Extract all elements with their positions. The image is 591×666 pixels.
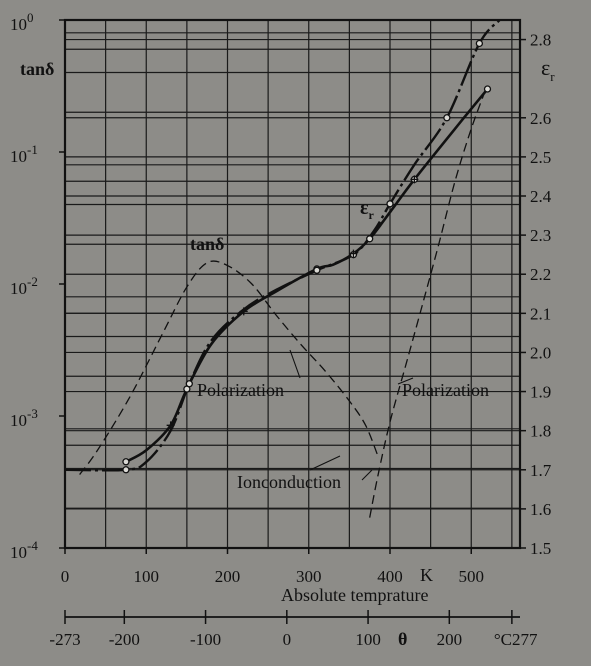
point-plus — [166, 421, 175, 430]
right-tick-label: 2.8 — [530, 31, 551, 50]
celsius-tick-label: -273 — [49, 630, 80, 649]
celsius-tick-label: 0 — [283, 630, 292, 649]
right-tick-label: 2.6 — [530, 109, 551, 128]
annotation-epsilon-main: ε — [360, 197, 369, 219]
right-tick-label: 1.7 — [530, 461, 552, 480]
leader-polarization-right — [397, 377, 414, 385]
left-axis-label: tanδ — [20, 59, 54, 79]
right-tick-label: 2.0 — [530, 343, 551, 362]
celsius-tick-label: -200 — [109, 630, 140, 649]
right-tick-label: 1.9 — [530, 383, 551, 402]
celsius-tick-label: °C277 — [494, 630, 538, 649]
point-epsilon — [386, 200, 394, 208]
point-epsilon — [443, 114, 451, 122]
left-tick-label: 10-4 — [10, 538, 38, 562]
leader-ionconduction-a — [309, 455, 341, 471]
point-epsilon — [313, 266, 321, 274]
right-axis-label-sub: r — [550, 69, 555, 84]
series-line-1 — [64, 19, 501, 472]
leader-polarization-left — [289, 349, 301, 379]
x-axis-label: Absolute temprature — [281, 585, 428, 605]
bottom-tick-label: 400 — [377, 567, 403, 586]
celsius-tick-label: 100 — [355, 630, 381, 649]
right-tick-label: 1.5 — [530, 539, 551, 558]
right-tick-label: 2.5 — [530, 148, 551, 167]
right-axis-ticks: 1.5 1.6 1.7 1.8 1.9 2.0 2.1 2.2 2.3 2.4 2.5 2.6 2.8 — [520, 31, 552, 558]
annotation-epsilon-sub: r — [369, 208, 375, 222]
right-tick-label: 2.4 — [530, 187, 552, 206]
left-axis-ticks: 10-4 10-3 10-2 10-1 100 — [10, 10, 65, 562]
right-tick-label: 2.2 — [530, 265, 551, 284]
point-plus — [410, 175, 419, 184]
point-tan-delta — [122, 458, 130, 466]
right-tick-label: 1.8 — [530, 422, 551, 441]
celsius-unit-label: θ — [398, 629, 407, 649]
series-group — [64, 19, 501, 518]
point-epsilon — [122, 466, 130, 474]
annotation-polarization-left: Polarization — [197, 380, 284, 400]
bottom-tick-label: 300 — [296, 567, 322, 586]
bottom-tick-label: 500 — [459, 567, 485, 586]
bottom-axis-ticks: 0 100 200 300 400 500 — [61, 548, 484, 586]
celsius-tick-label: 200 — [437, 630, 463, 649]
kelvin-unit-label: K — [420, 565, 433, 585]
point-epsilon — [475, 39, 484, 48]
celsius-axis: -273 -200 -100 0 100 200 °C277 θ — [49, 610, 538, 649]
right-axis-label: εr — [541, 55, 555, 84]
bottom-tick-label: 0 — [61, 567, 70, 586]
left-tick-label: 10-3 — [10, 406, 38, 430]
right-tick-label: 2.3 — [530, 226, 551, 245]
series-line-3 — [369, 88, 487, 518]
bottom-tick-label: 100 — [134, 567, 160, 586]
point-epsilon — [185, 380, 193, 388]
point-tan-delta — [366, 235, 374, 243]
right-axis-label-main: ε — [541, 55, 550, 80]
annotation-tan-delta: tanδ — [190, 234, 224, 254]
point-tan-delta — [483, 85, 492, 93]
point-plus — [349, 249, 358, 258]
markers-group — [122, 39, 492, 474]
left-tick-label: 100 — [10, 10, 34, 34]
left-tick-label: 10-2 — [10, 274, 38, 298]
series-line-2 — [79, 260, 379, 475]
right-tick-label: 1.6 — [530, 500, 551, 519]
annotation-polarization-right: Polarization — [402, 380, 489, 400]
right-tick-label: 2.1 — [530, 304, 551, 323]
celsius-tick-label: -100 — [190, 630, 221, 649]
annotation-epsilon: εr — [360, 197, 375, 222]
leader-ionconduction-b — [361, 469, 373, 481]
annotation-ionconduction: Ionconduction — [237, 472, 341, 492]
point-plus — [239, 307, 248, 316]
left-tick-label: 10-1 — [10, 142, 38, 166]
bottom-tick-label: 200 — [215, 567, 241, 586]
